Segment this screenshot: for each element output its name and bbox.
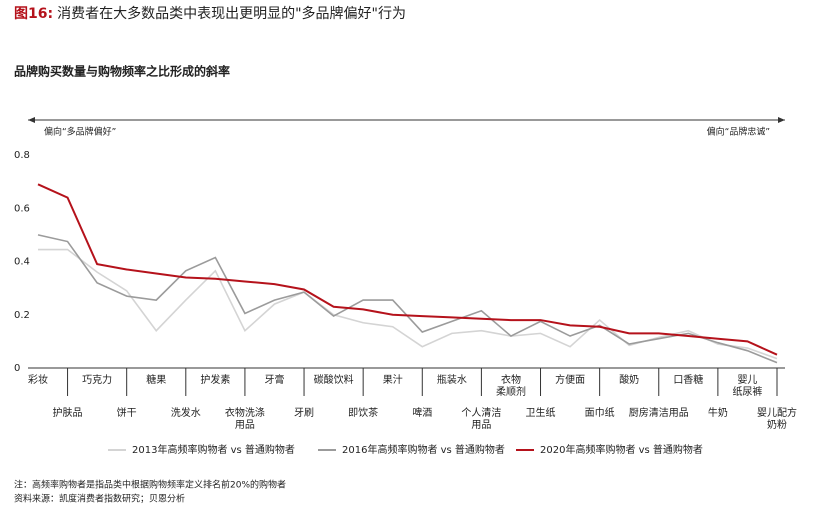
legend-label: 2016年高频率购物者 vs 普通购物者 — [342, 443, 505, 456]
y-tick-label: 0.6 — [14, 203, 30, 214]
x-tick-label: 饼干 — [116, 408, 137, 419]
footnote: 注：高频率购物者是指品类中根据购物频率定义排名前20%的购物者 — [14, 479, 286, 491]
x-tick-label: 巧克力 — [82, 375, 113, 386]
title-text: 消费者在大多数品类中表现出更明显的"多品牌偏好"行为 — [57, 5, 406, 22]
x-tick-label: 方便面 — [555, 375, 586, 386]
x-tick-label: 口香糖 — [673, 375, 704, 386]
y-tick-label: 0.2 — [14, 310, 30, 321]
series-line — [38, 248, 778, 360]
series-line — [37, 183, 778, 356]
legend-label: 2013年高频率购物者 vs 普通购物者 — [132, 443, 295, 456]
x-tick-label: 衣物 柔顺剂 — [495, 375, 526, 398]
x-tick-label: 瓶装水 — [436, 375, 467, 386]
x-tick-label: 碳酸饮料 — [313, 375, 354, 386]
title-prefix: 图16: — [14, 6, 53, 22]
annotation-right: 偏向“品牌忠诚” — [707, 126, 770, 138]
x-tick-label: 即饮茶 — [348, 408, 379, 419]
x-tick-label: 护肤品 — [52, 408, 83, 419]
x-tick-label: 酸奶 — [619, 375, 640, 386]
x-tick-label: 彩妆 — [28, 375, 48, 386]
x-tick-label: 厨房清洁用品 — [628, 408, 689, 419]
x-tick-label: 果汁 — [382, 375, 403, 386]
x-tick-label: 牙膏 — [264, 375, 285, 386]
footnote: 资料来源：凯度消费者指数研究；贝恩分析 — [14, 493, 185, 505]
x-tick-label: 牛奶 — [707, 408, 728, 419]
x-tick-label: 婴儿配方 奶粉 — [757, 408, 797, 431]
x-tick-label: 护发素 — [200, 375, 231, 386]
x-tick-label: 牙刷 — [294, 408, 315, 419]
x-tick-label: 洗发水 — [170, 408, 201, 419]
x-tick-label: 面巾纸 — [584, 408, 615, 419]
series-line — [37, 234, 778, 364]
x-tick-label: 啤酒 — [412, 408, 433, 419]
y-tick-label: 0 — [14, 363, 20, 374]
chart-title: 图16: 消费者在大多数品类中表现出更明显的"多品牌偏好"行为 — [14, 5, 406, 22]
x-tick-label: 个人清洁 用品 — [461, 408, 502, 431]
y-tick-label: 0.4 — [14, 257, 30, 268]
chart-subtitle: 品牌购买数量与购物频率之比形成的斜率 — [14, 64, 230, 79]
y-tick-label: 0.8 — [14, 150, 30, 161]
x-tick-label: 卫生纸 — [525, 408, 556, 419]
x-tick-label: 糖果 — [146, 375, 167, 386]
legend-label: 2020年高频率购物者 vs 普通购物者 — [540, 443, 703, 456]
annotation-left: 偏向“多品牌偏好” — [44, 126, 116, 138]
x-tick-label: 衣物洗涤 用品 — [224, 408, 265, 431]
x-tick-label: 婴儿 纸尿裤 — [732, 375, 763, 398]
